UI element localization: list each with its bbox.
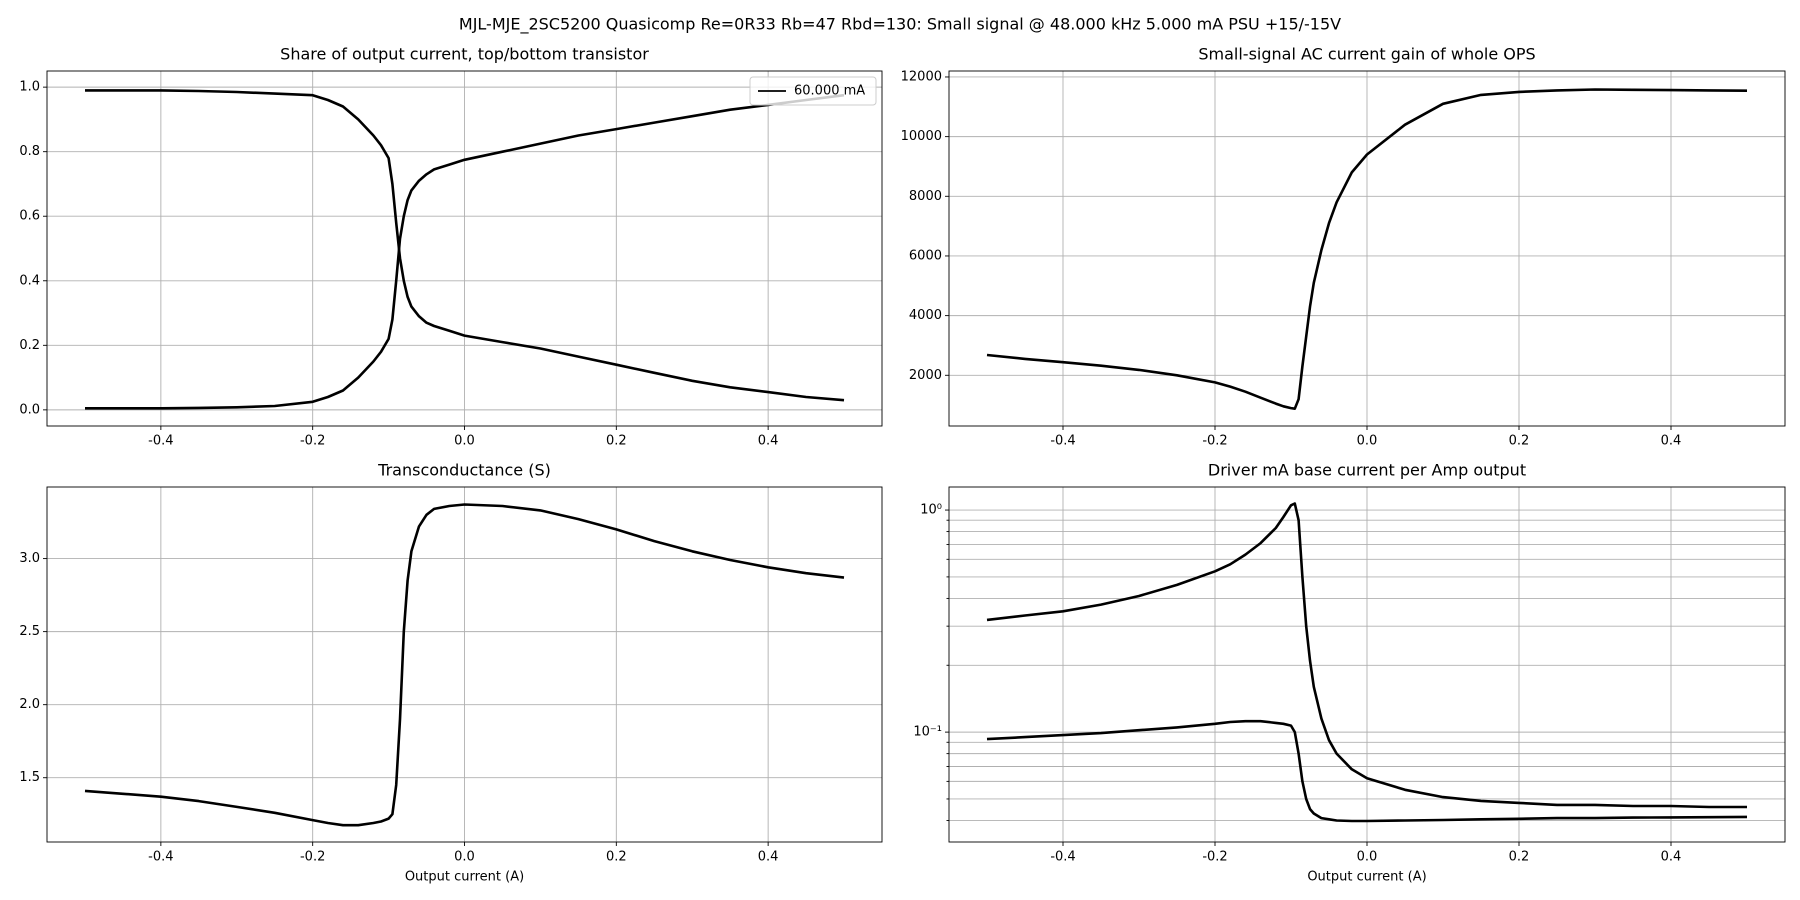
line-series [986, 502, 1747, 809]
y-tick-label: 6000 [909, 248, 942, 263]
x-tick-label: 0.2 [1509, 434, 1530, 449]
y-tick-label: 3.0 [19, 551, 40, 566]
y-tick-label: 4000 [909, 308, 942, 323]
x-tick-label: 0.4 [1661, 850, 1682, 865]
y-tick-label: 2.0 [19, 697, 40, 712]
x-tick-label: 0.2 [606, 850, 627, 865]
y-tick-label: 10⁰ [920, 503, 942, 518]
plot-frame [948, 70, 1786, 427]
line-series [986, 719, 1748, 823]
x-tick-label: -0.2 [300, 850, 325, 865]
x-tick-label: -0.2 [1202, 434, 1227, 449]
x-tick-label: -0.2 [1202, 850, 1227, 865]
x-tick-label: -0.4 [1050, 850, 1075, 865]
x-tick-label: 0.4 [758, 434, 779, 449]
x-tick-label: 0.2 [606, 434, 627, 449]
x-tick-label: -0.4 [1050, 434, 1075, 449]
x-tick-label: 0.0 [1357, 434, 1378, 449]
y-tick-label: 0.8 [19, 144, 40, 159]
chart-title: Share of output current, top/bottom tran… [280, 45, 649, 64]
y-tick-label: 10000 [901, 129, 942, 144]
y-tick-label: 2.5 [19, 624, 40, 639]
figure-title: MJL-MJE_2SC5200 Quasicomp Re=0R33 Rb=47 … [459, 15, 1341, 35]
x-tick-label: 0.4 [1661, 434, 1682, 449]
x-tick-label: 0.0 [454, 850, 475, 865]
x-tick-label: 0.4 [758, 850, 779, 865]
y-tick-label: 8000 [909, 189, 942, 204]
y-tick-label: 1.5 [19, 770, 40, 785]
y-tick-label: 10⁻¹ [913, 725, 942, 740]
y-tick-label: 0.6 [19, 209, 40, 224]
x-axis-label: Output current (A) [405, 870, 524, 885]
x-tick-label: 0.0 [454, 434, 475, 449]
x-tick-label: 0.2 [1509, 850, 1530, 865]
y-tick-label: 0.0 [19, 402, 40, 417]
y-tick-label: 1.0 [19, 80, 40, 95]
line-series [85, 89, 845, 402]
line-series [84, 503, 845, 827]
y-tick-label: 2000 [909, 368, 942, 383]
chart-title: Small-signal AC current gain of whole OP… [1198, 45, 1535, 64]
plot-frame [948, 486, 1786, 843]
chart-title: Transconductance (S) [377, 461, 551, 480]
line-series [986, 88, 1748, 411]
legend-box [749, 76, 877, 106]
y-tick-label: 0.4 [19, 273, 40, 288]
x-axis-label: Output current (A) [1307, 870, 1426, 885]
x-tick-label: 0.0 [1357, 850, 1378, 865]
legend-label: 60.000 mA [794, 84, 865, 99]
line-series [85, 93, 845, 410]
x-tick-label: -0.2 [300, 434, 325, 449]
plot-frame [46, 486, 883, 843]
y-tick-label: 0.2 [19, 338, 40, 353]
chart-title: Driver mA base current per Amp output [1208, 461, 1526, 480]
x-tick-label: -0.4 [148, 850, 173, 865]
x-tick-label: -0.4 [148, 434, 173, 449]
y-tick-label: 12000 [901, 69, 942, 84]
plot-frame [46, 70, 883, 427]
